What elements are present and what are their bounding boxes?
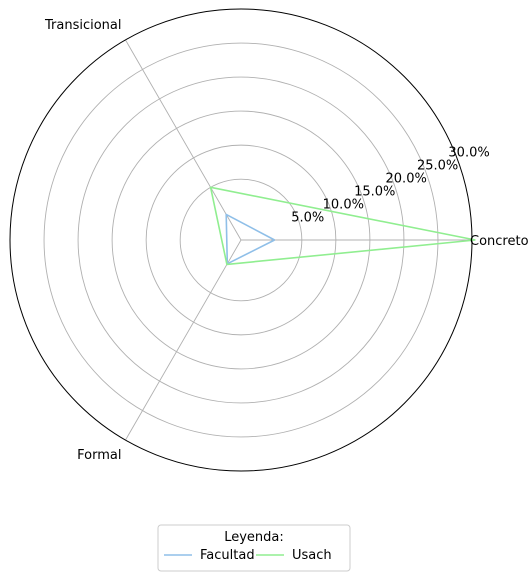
series-line-facultad — [225, 213, 275, 265]
r-tick-label: 20.0% — [386, 172, 427, 187]
legend-title: Leyenda: — [224, 530, 284, 545]
radial-tick-labels: 5.0%10.0%15.0%20.0%25.0%30.0% — [291, 146, 490, 226]
category-label-concreto: Concreto — [470, 234, 529, 249]
series-lines — [209, 186, 476, 266]
r-tick-label: 15.0% — [354, 185, 395, 200]
r-tick-label: 30.0% — [448, 146, 489, 161]
legend-label-usach: Usach — [292, 548, 332, 563]
series-line-usach — [209, 186, 476, 266]
r-tick-label: 10.0% — [323, 198, 364, 213]
legend-items: Facultad Usach — [164, 548, 332, 563]
category-spokes — [125, 39, 472, 441]
legend-box — [157, 524, 351, 572]
legend: Leyenda: Facultad Usach — [157, 524, 351, 572]
r-tick-label: 25.0% — [417, 159, 458, 174]
category-labels: Concreto Transicional Formal — [44, 18, 529, 463]
r-tick-label: 5.0% — [291, 211, 324, 226]
spoke-formal — [125, 239, 242, 441]
category-label-formal: Formal — [77, 448, 121, 463]
category-label-transicional: Transicional — [44, 18, 122, 33]
spoke-transicional — [125, 39, 242, 241]
legend-label-facultad: Facultad — [200, 548, 255, 563]
